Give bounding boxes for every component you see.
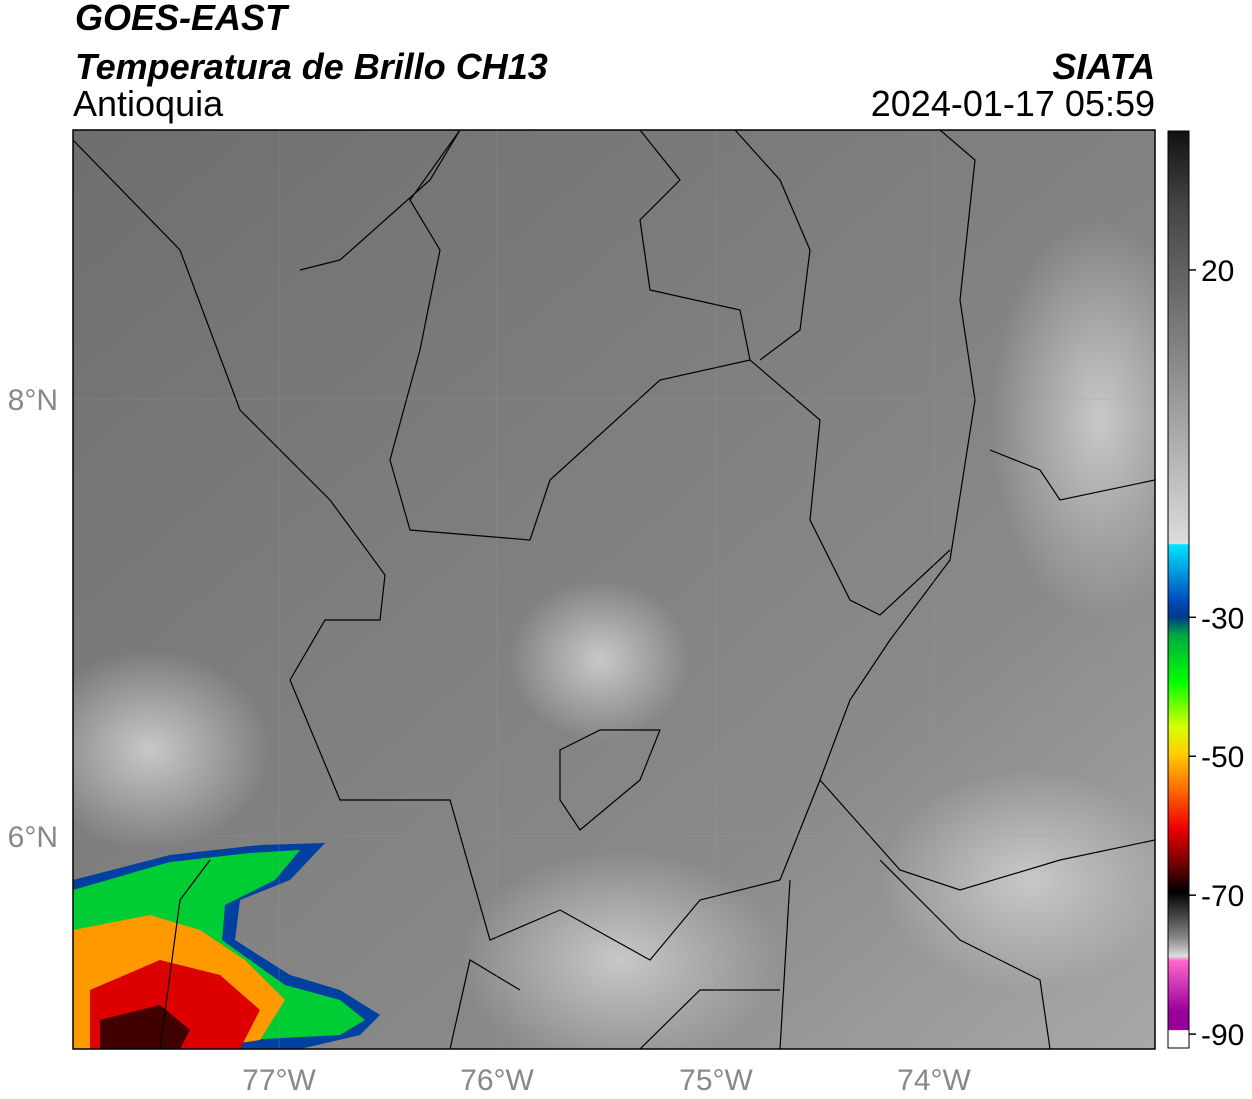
datetime: 2024-01-17 05:59 <box>871 83 1155 124</box>
colorbar-tick-label: -50 <box>1201 741 1244 774</box>
lat-label: 8°N <box>8 384 58 417</box>
colorbar <box>1167 130 1190 1049</box>
lat-label: 6°N <box>8 821 58 854</box>
lon-label: 77°W <box>242 1064 316 1097</box>
lon-label: 76°W <box>460 1064 534 1097</box>
colorbar-tick-label: 20 <box>1201 255 1234 288</box>
colorbar-tick-label: -70 <box>1201 880 1244 913</box>
map-image <box>73 130 1155 1049</box>
colorbar-tick-label: -90 <box>1201 1019 1244 1052</box>
source: SIATA <box>1052 46 1155 87</box>
map-frame <box>72 129 1156 1050</box>
title: GOES-EAST <box>75 0 290 38</box>
lon-label: 74°W <box>897 1064 971 1097</box>
region: Antioquia <box>73 83 224 124</box>
colorbar-tick-label: -30 <box>1201 602 1244 635</box>
subtitle: Temperatura de Brillo CH13 <box>75 46 548 87</box>
lon-label: 75°W <box>679 1064 753 1097</box>
